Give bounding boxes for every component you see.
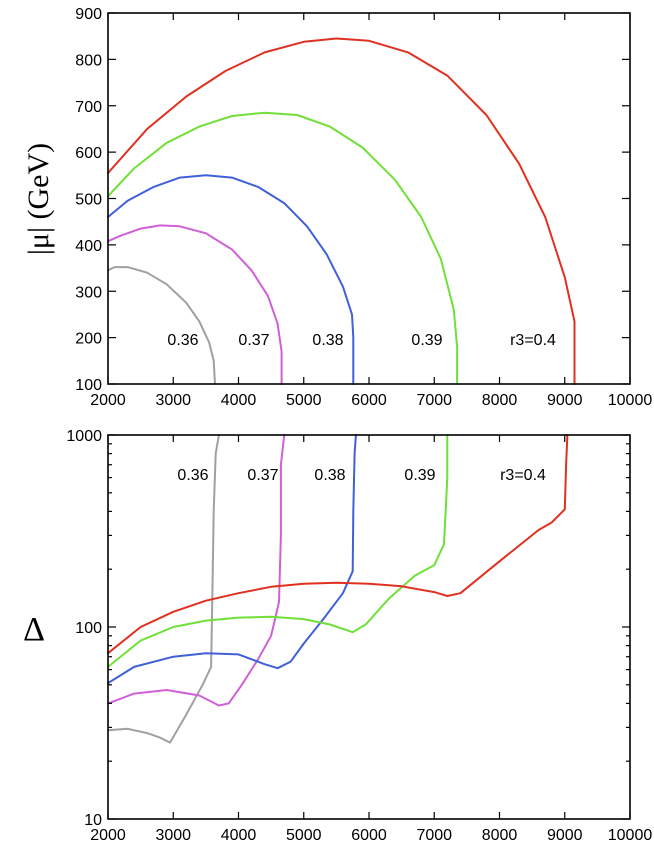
bottom-panel: 2000 3000 4000 5000 6000 7000 8000 9000 10000 10 1… [23, 428, 652, 844]
series-line-3 [107, 434, 357, 685]
series-line-1 [107, 434, 220, 744]
y-tick-label: 10 [84, 812, 102, 829]
x-tick-label: 3000 [155, 392, 191, 409]
curve-annotation-2: 0.37 [247, 467, 278, 484]
bottom-plot-frame [107, 434, 631, 820]
curve-annotation-3: 0.38 [312, 332, 343, 349]
series-line-5 [107, 434, 569, 655]
x-tick-label: 2000 [90, 827, 126, 844]
x-tick-label: 6000 [351, 392, 387, 409]
curve-annotation-3: 0.38 [314, 467, 345, 484]
y-tick-label: 700 [75, 99, 102, 116]
top-curves [107, 37, 576, 385]
bottom-curves [107, 434, 569, 744]
top-plot-frame [107, 12, 631, 385]
x-tick-label: 7000 [416, 827, 452, 844]
curve-annotation-4: 0.39 [404, 467, 435, 484]
series-line-2 [107, 224, 283, 385]
top-y-axis-label: |μ| (GeV) [22, 143, 55, 255]
top-panel: 2000 3000 4000 5000 6000 7000 8000 9000 10000 100… [22, 6, 652, 409]
x-tick-label: 3000 [155, 827, 191, 844]
y-tick-label: 600 [75, 145, 102, 162]
x-tick-label: 8000 [482, 827, 518, 844]
top-annotations: 0.36 0.37 0.38 0.39 r3=0.4 [167, 332, 556, 349]
top-tick-labels: 2000 3000 4000 5000 6000 7000 8000 9000 10000 100… [75, 6, 652, 409]
x-tick-label: 6000 [351, 827, 387, 844]
series-line-1 [107, 266, 216, 385]
y-tick-label: 100 [75, 620, 102, 637]
bottom-tick-labels: 2000 3000 4000 5000 6000 7000 8000 9000 10000 10 1… [66, 428, 652, 844]
x-tick-label: 10000 [608, 827, 653, 844]
y-tick-label: 200 [75, 331, 102, 348]
series-line-4 [107, 434, 449, 668]
x-tick-label: 2000 [90, 392, 126, 409]
curve-annotation-5: r3=0.4 [500, 467, 546, 484]
y-tick-label: 800 [75, 52, 102, 69]
x-tick-label: 5000 [286, 392, 322, 409]
x-tick-label: 9000 [547, 392, 583, 409]
top-ticks [107, 12, 631, 385]
x-tick-label: 9000 [547, 827, 583, 844]
x-tick-label: 4000 [221, 392, 257, 409]
series-line-5 [107, 37, 576, 385]
bottom-annotations: 0.36 0.37 0.38 0.39 r3=0.4 [177, 467, 546, 484]
curve-annotation-1: 0.36 [167, 332, 198, 349]
bottom-ticks [107, 434, 631, 820]
curve-annotation-2: 0.37 [238, 332, 269, 349]
y-tick-label: 1000 [66, 428, 102, 445]
bottom-y-axis-label: Δ [23, 611, 45, 648]
series-line-2 [107, 434, 286, 707]
curve-annotation-4: 0.39 [411, 332, 442, 349]
series-line-4 [107, 111, 459, 385]
series-line-3 [107, 174, 355, 385]
x-tick-label: 7000 [416, 392, 452, 409]
curve-annotation-1: 0.36 [177, 467, 208, 484]
curve-annotation-5: r3=0.4 [510, 332, 556, 349]
x-tick-label: 8000 [482, 392, 518, 409]
y-tick-label: 900 [75, 6, 102, 23]
x-tick-label: 5000 [286, 827, 322, 844]
y-tick-label: 500 [75, 192, 102, 209]
y-tick-label: 100 [75, 377, 102, 394]
x-tick-label: 4000 [221, 827, 257, 844]
x-tick-label: 10000 [608, 392, 653, 409]
y-tick-label: 400 [75, 238, 102, 255]
y-tick-label: 300 [75, 284, 102, 301]
